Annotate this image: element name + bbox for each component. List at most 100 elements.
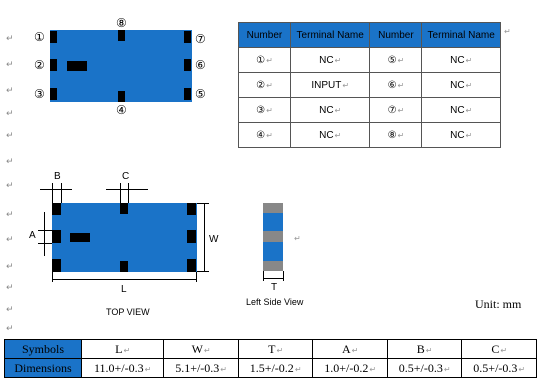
terminal-table-header: Number Terminal Name Number Terminal Nam…: [238, 22, 501, 48]
paragraph-mark: ↵: [203, 345, 211, 355]
dim-label-c: C: [122, 171, 130, 182]
pad: [52, 230, 61, 243]
table-cell: ⑤↵: [369, 47, 423, 73]
paragraph-mark: ↵: [6, 210, 14, 220]
value-b: 0.5+/-0.3: [398, 360, 443, 375]
cell-text: INPUT: [311, 79, 342, 91]
symbol-t: T: [268, 341, 276, 356]
value-t: 1.5+/-0.2: [249, 360, 294, 375]
pad-6: [184, 59, 191, 71]
paragraph-mark: ↵: [266, 80, 273, 90]
side-segment-blue: [263, 213, 283, 231]
paragraph-mark: ↵: [144, 364, 152, 374]
cell-text: ①: [256, 54, 266, 66]
side-segment-gray: [263, 231, 283, 242]
paragraph-mark: ↵: [220, 364, 227, 374]
paragraph-mark: ↵: [369, 364, 377, 374]
table-cell: C↵: [461, 339, 537, 359]
paragraph-mark: ↵: [266, 130, 273, 140]
table-cell: W↵: [163, 339, 239, 359]
cell-text: NC: [319, 104, 334, 116]
paragraph-mark: ↵: [334, 55, 342, 65]
pad: [52, 259, 61, 272]
paragraph-mark: ↵: [6, 181, 14, 191]
header-terminal-name: Terminal Name: [289, 22, 371, 48]
paragraph-mark: ↵: [465, 130, 473, 140]
dim-line: [120, 183, 121, 203]
dim-line: [106, 189, 148, 190]
pin-number-5: ⑤: [195, 87, 206, 101]
cell-text: NC: [319, 129, 334, 141]
table-cell: L↵: [80, 339, 165, 359]
dimensions-row: Dimensions 11.0+/-0.3↵ 5.1+/-0.3↵ 1.5+/-…: [4, 358, 537, 378]
table-cell: 1.0+/-0.2↵: [312, 358, 388, 378]
table-row: ③↵ NC↵ ⑦↵ NC↵: [238, 97, 501, 123]
paragraph-mark: ↵: [276, 345, 284, 355]
top-view-label: TOP VIEW: [106, 307, 150, 317]
table-row: ④↵ NC↵ ⑧↵ NC↵: [238, 122, 501, 148]
dim-line: [197, 203, 209, 204]
header-number: Number: [238, 22, 291, 48]
paragraph-mark: ↵: [518, 364, 526, 374]
cell-text: NC: [450, 54, 465, 66]
table-cell: ⑦↵: [369, 97, 423, 123]
paragraph-mark: ↵: [294, 364, 302, 374]
symbol-l: L: [115, 341, 123, 356]
dim-label-l: L: [121, 284, 127, 295]
paragraph-mark: ↵: [266, 105, 273, 115]
paragraph-mark: ↵: [465, 80, 473, 90]
table-cell: ②↵: [238, 72, 291, 98]
table-cell: ①↵: [238, 47, 291, 73]
value-a: 1.0+/-0.2: [324, 360, 369, 375]
side-view-label: Left Side View: [246, 297, 304, 307]
side-segment-blue: [263, 242, 283, 261]
dim-line: [40, 189, 72, 190]
pad: [120, 261, 128, 272]
dimensions-table: Symbols L↵ W↵ T↵ A↵ B↵ C↵ Dimensions 11.…: [4, 339, 537, 378]
table-cell: 1.5+/-0.2↵: [237, 358, 314, 378]
table-cell: ⑥↵: [369, 72, 423, 98]
pad: [120, 203, 128, 214]
pin-number-7: ⑦: [195, 32, 206, 46]
terminal-table: Number Terminal Name Number Terminal Nam…: [238, 22, 501, 148]
table-cell: NC↵: [421, 72, 501, 98]
paragraph-mark: ↵: [397, 105, 405, 115]
dim-line: [196, 272, 197, 282]
table-row: ①↵ NC↵ ⑤↵ NC↵: [238, 47, 501, 73]
paragraph-mark: ↵: [6, 131, 14, 141]
table-cell: 0.5+/-0.3↵: [386, 358, 463, 378]
paragraph-mark: ↵: [397, 55, 405, 65]
paragraph-mark: ↵: [351, 345, 359, 355]
symbol-c: C: [491, 341, 500, 356]
cell-text: NC: [319, 54, 334, 66]
cell-text: ③: [256, 104, 266, 116]
paragraph-mark: ↵: [500, 345, 508, 355]
paragraph-mark: ↵: [6, 305, 14, 315]
dim-line: [52, 272, 53, 282]
symbol-a: A: [341, 341, 351, 356]
paragraph-mark: ↵: [294, 234, 301, 243]
header-number: Number: [369, 22, 423, 48]
table-cell: 0.5+/-0.3↵: [461, 358, 537, 378]
table-cell: B↵: [386, 339, 463, 359]
table-cell: INPUT↵: [289, 72, 371, 98]
pin-number-6: ⑥: [195, 58, 206, 72]
dim-line: [128, 183, 129, 203]
pad: [187, 230, 196, 243]
side-segment-gray: [263, 203, 283, 213]
dim-line: [52, 183, 53, 203]
value-c: 0.5+/-0.3: [473, 360, 518, 375]
paragraph-mark: ↵: [425, 345, 433, 355]
cell-text: NC: [450, 79, 465, 91]
table-cell: ④↵: [238, 122, 291, 148]
paragraph-mark: ↵: [334, 105, 342, 115]
cell-text: NC: [450, 104, 465, 116]
dim-line: [38, 243, 52, 244]
pad-4: [118, 91, 125, 102]
dim-line: [44, 212, 45, 256]
unit-label: Unit: mm: [475, 297, 522, 311]
dim-label-b: B: [54, 171, 61, 182]
pin-number-2: ②: [34, 58, 45, 72]
paragraph-mark: ↵: [6, 86, 14, 96]
pad-2: [50, 59, 57, 71]
